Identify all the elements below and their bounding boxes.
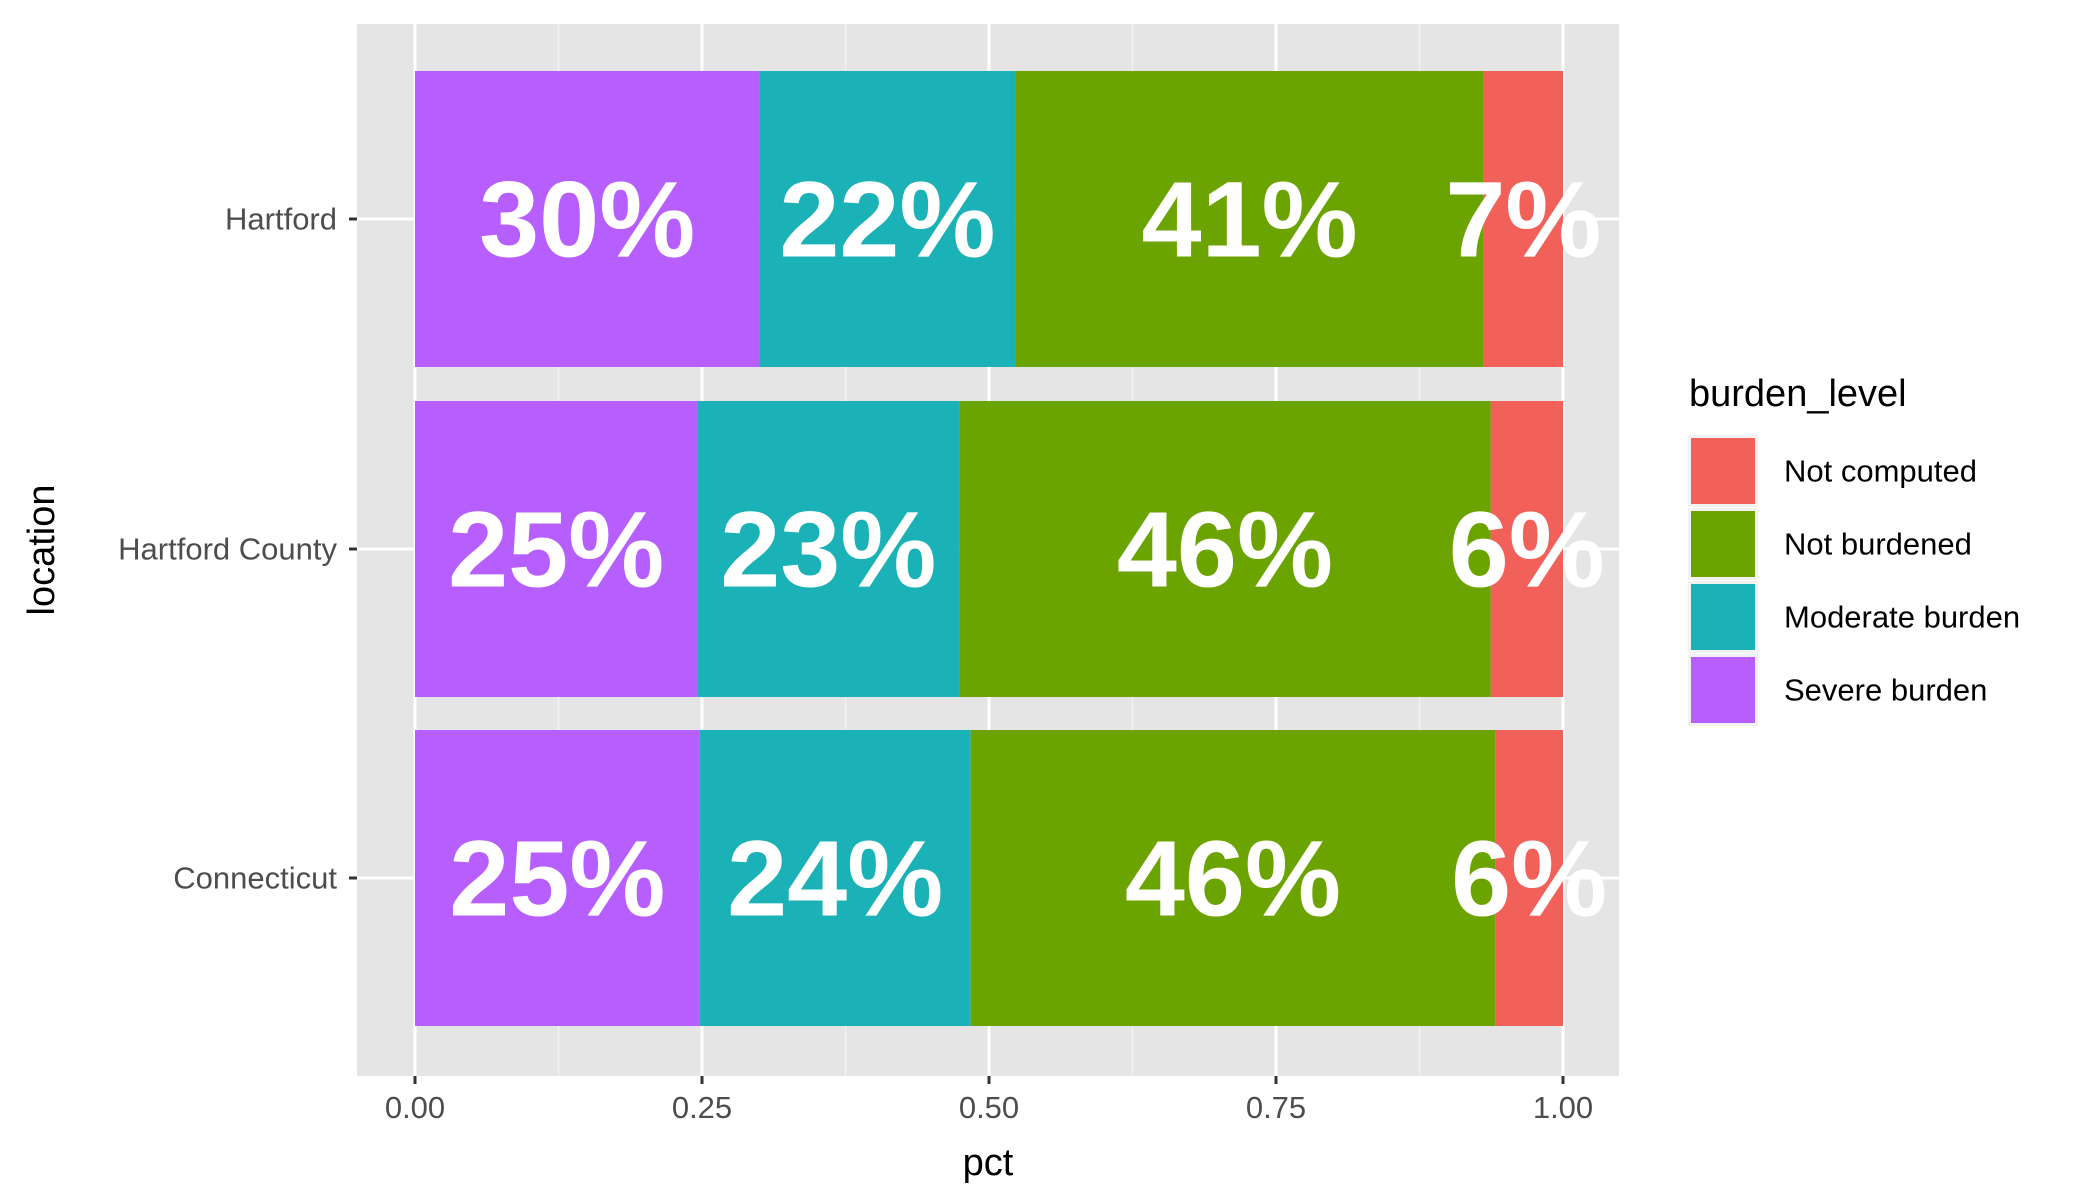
bar-label-hartford-county-severe-burden: 25% bbox=[448, 489, 664, 610]
bar-label-connecticut-not-burdened: 46% bbox=[1125, 818, 1341, 939]
bar-hartford-severe-burden bbox=[415, 71, 760, 367]
legend-key-not-computed bbox=[1691, 438, 1755, 504]
bar-connecticut-severe-burden bbox=[415, 730, 700, 1026]
legend-label-moderate-burden: Moderate burden bbox=[1784, 600, 2020, 635]
legend-key-not-burdened bbox=[1691, 511, 1755, 577]
x-tick-label: 0.75 bbox=[1246, 1090, 1306, 1125]
bar-labels: 30% 22% 41% 7% 25% 23% 46% 6% 25% 24% 46% 6% bbox=[448, 159, 1607, 939]
bar-connecticut-moderate-burden bbox=[699, 730, 971, 1026]
bar-connecticut-not-burdened bbox=[970, 730, 1496, 1026]
y-axis-title: location bbox=[21, 485, 63, 616]
bar-hartford-moderate-burden bbox=[759, 71, 1016, 367]
legend-label-not-computed: Not computed bbox=[1784, 454, 1977, 489]
bar-connecticut-not-computed bbox=[1495, 730, 1563, 1026]
x-axis-title: pct bbox=[963, 1142, 1014, 1184]
x-tick-label: 0.00 bbox=[385, 1090, 445, 1125]
x-tick-label: 1.00 bbox=[1533, 1090, 1593, 1125]
bar-hartford-county-not-computed bbox=[1490, 401, 1563, 697]
y-tick-label-hartford: Hartford bbox=[225, 202, 337, 237]
bar-hartford-not-computed bbox=[1483, 71, 1563, 367]
bar-label-connecticut-severe-burden: 25% bbox=[449, 818, 665, 939]
bar-hartford-not-burdened bbox=[1015, 71, 1484, 367]
bar-hartford-county-not-burdened bbox=[959, 401, 1491, 697]
x-tick-label: 0.50 bbox=[959, 1090, 1019, 1125]
bar-label-connecticut-not-computed: 6% bbox=[1451, 818, 1607, 939]
bar-hartford-county-moderate-burden bbox=[697, 401, 960, 697]
x-axis: 0.00 0.25 0.50 0.75 1.00 bbox=[385, 1076, 1593, 1125]
legend: burden_level Not computed Not burdened Mod… bbox=[1688, 373, 2020, 726]
bar-label-hartford-county-not-burdened: 46% bbox=[1117, 489, 1333, 610]
legend-label-severe-burden: Severe burden bbox=[1784, 673, 1987, 708]
bars bbox=[415, 71, 1563, 1026]
bar-hartford-county-severe-burden bbox=[415, 401, 698, 697]
bar-label-hartford-county-not-computed: 6% bbox=[1449, 489, 1605, 610]
y-axis: Hartford Hartford County Connecticut bbox=[118, 202, 357, 896]
bar-label-hartford-county-moderate-burden: 23% bbox=[720, 489, 936, 610]
bar-label-hartford-not-computed: 7% bbox=[1445, 159, 1601, 280]
legend-title: burden_level bbox=[1689, 373, 1907, 415]
bar-label-connecticut-moderate-burden: 24% bbox=[727, 818, 943, 939]
x-tick-label: 0.25 bbox=[672, 1090, 732, 1125]
legend-key-moderate-burden bbox=[1691, 584, 1755, 650]
bar-label-hartford-not-burdened: 41% bbox=[1142, 159, 1358, 280]
y-tick-label-hartford-county: Hartford County bbox=[118, 532, 337, 567]
bar-label-hartford-severe-burden: 30% bbox=[479, 159, 695, 280]
legend-label-not-burdened: Not burdened bbox=[1784, 527, 1972, 562]
legend-key-severe-burden bbox=[1691, 657, 1755, 723]
y-tick-label-connecticut: Connecticut bbox=[173, 861, 337, 896]
bar-label-hartford-moderate-burden: 22% bbox=[779, 159, 995, 280]
